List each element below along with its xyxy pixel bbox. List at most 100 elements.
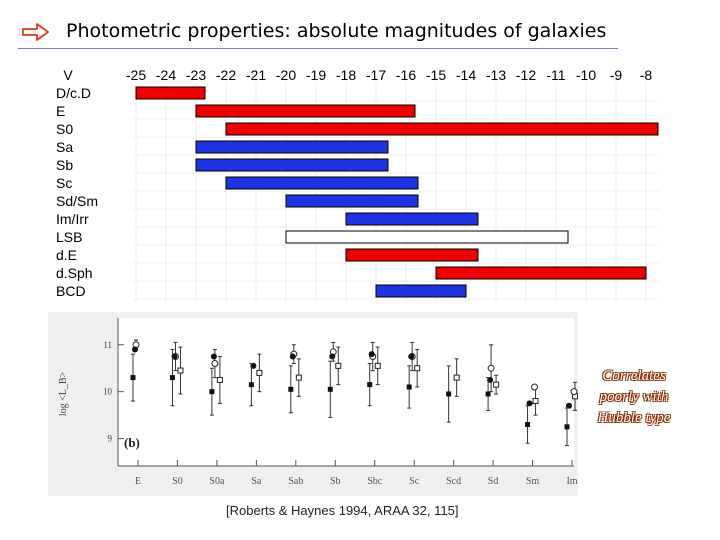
range-bar xyxy=(225,122,659,136)
scatter-x-tick-label: Sd xyxy=(488,476,499,487)
scatter-panel-label: (b) xyxy=(124,435,140,450)
scatter-x-tick-label: S0a xyxy=(209,476,225,487)
scatter-point xyxy=(177,367,184,374)
scatter-point xyxy=(408,353,415,360)
range-row-label: Sd/Sm xyxy=(56,193,98,209)
range-bar xyxy=(195,158,389,172)
scatter-point xyxy=(295,374,302,381)
range-x-tick-label: -22 xyxy=(216,67,236,83)
range-x-tick-label: -19 xyxy=(306,67,326,83)
citation: [Roberts & Haynes 1994, ARAA 32, 115] xyxy=(226,503,459,518)
range-x-tick-label: -12 xyxy=(516,67,536,83)
scatter-point xyxy=(414,365,421,372)
scatter-point xyxy=(329,353,336,360)
scatter-x-tick-label: Scd xyxy=(446,476,461,487)
scatter-point xyxy=(493,381,500,388)
scatter-point xyxy=(210,353,217,360)
scatter-point xyxy=(532,398,539,405)
range-x-tick-label: -24 xyxy=(156,67,176,83)
range-x-tick-label: -23 xyxy=(186,67,206,83)
range-row-label: Sc xyxy=(56,175,72,191)
range-x-tick-label: -8 xyxy=(640,67,653,83)
scatter-point xyxy=(335,362,342,369)
range-row-label: LSB xyxy=(56,229,82,245)
range-x-tick-label: -11 xyxy=(546,67,565,83)
scatter-point xyxy=(211,360,219,368)
range-x-tick-label: -21 xyxy=(246,67,266,83)
range-row-label: S0 xyxy=(56,121,73,137)
scatter-point xyxy=(570,388,578,396)
range-bar xyxy=(345,212,479,226)
range-row-label: Sa xyxy=(56,139,73,155)
scatter-point xyxy=(374,362,381,369)
scatter-point xyxy=(216,376,223,383)
range-bar xyxy=(195,140,389,154)
annotation-line-2: poorly with xyxy=(599,389,669,405)
range-bar xyxy=(225,176,419,190)
range-row-label: d.Sph xyxy=(56,265,93,281)
range-x-tick-label: -9 xyxy=(610,67,623,83)
scatter-x-tick-label: Im xyxy=(566,476,577,487)
scatter-point xyxy=(525,421,531,427)
scatter-point xyxy=(487,364,495,372)
scatter-y-tick-label: 10 xyxy=(103,387,113,397)
scatter-x-tick-label: Sa xyxy=(251,476,262,487)
scatter-x-tick-label: Sc xyxy=(409,476,420,487)
annotation-line-3: Hubble type xyxy=(597,410,671,426)
scatter-y-tick-label: 11 xyxy=(103,340,112,350)
annotation-line-1: Correlates xyxy=(602,368,666,384)
range-x-tick-label: -15 xyxy=(426,67,446,83)
range-row-label: E xyxy=(56,103,65,119)
range-row-label: Im/Irr xyxy=(56,211,89,227)
scatter-point xyxy=(531,383,539,391)
range-row-label: BCD xyxy=(56,283,86,299)
scatter-plot-area xyxy=(118,318,574,466)
title-divider xyxy=(18,48,618,49)
scatter-point xyxy=(367,382,373,388)
range-x-tick-label: -16 xyxy=(396,67,416,83)
scatter-x-tick-label: S0 xyxy=(172,476,183,487)
range-bar xyxy=(195,104,416,118)
slide-title: Photometric properties: absolute magnitu… xyxy=(66,20,607,42)
range-axis-label: V xyxy=(63,67,73,83)
scatter-point xyxy=(289,353,296,360)
scatter-point xyxy=(132,346,138,353)
luminosity-scatter-plot: 9 10 11 log <L_B> (b) E S0 S0a Sa Sab Sb Sbc Sc Scd Sd… xyxy=(48,312,578,496)
scatter-point xyxy=(248,382,254,388)
scatter-y-axis-label: log <L_B> xyxy=(58,371,69,416)
scatter-point xyxy=(566,402,572,409)
scatter-point xyxy=(256,369,263,376)
range-row-label: Sb xyxy=(56,157,73,173)
range-bar xyxy=(375,284,467,298)
scatter-point xyxy=(446,391,452,397)
scatter-point xyxy=(485,391,491,397)
annotation-note: Correlates poorly with Hubble type xyxy=(582,366,686,429)
scatter-point xyxy=(564,424,570,430)
scatter-x-tick-label: E xyxy=(135,476,141,487)
range-x-tick-label: -10 xyxy=(576,67,596,83)
scatter-x-tick-label: Sm xyxy=(526,476,540,487)
scatter-x-tick-label: Sab xyxy=(288,476,303,487)
scatter-point xyxy=(130,375,136,381)
scatter-point xyxy=(406,384,412,390)
magnitude-range-chart: V -25 -24 -23 -22 -21 -20 -19 -18 -17 -16 -15 -14 -13… xyxy=(56,67,660,302)
range-x-tick-label: -25 xyxy=(126,67,146,83)
range-x-tick-label: -20 xyxy=(276,67,296,83)
range-row-label: D/c.D xyxy=(56,85,91,101)
range-bar xyxy=(285,194,419,208)
range-x-tick-label: -18 xyxy=(336,67,356,83)
range-x-tick-label: -17 xyxy=(366,67,386,83)
scatter-point xyxy=(209,389,215,395)
scatter-point xyxy=(288,386,294,392)
range-bar xyxy=(135,86,206,100)
range-bar xyxy=(345,248,479,262)
scatter-x-tick-label: Sb xyxy=(330,476,341,487)
scatter-point xyxy=(526,400,533,407)
range-x-tick-label: -14 xyxy=(456,67,476,83)
scatter-point xyxy=(453,374,460,381)
scatter-point xyxy=(169,375,175,381)
range-bar xyxy=(435,266,647,280)
range-x-tick-label: -13 xyxy=(486,67,506,83)
arrow-right-icon xyxy=(22,23,49,41)
scatter-point xyxy=(368,351,375,358)
